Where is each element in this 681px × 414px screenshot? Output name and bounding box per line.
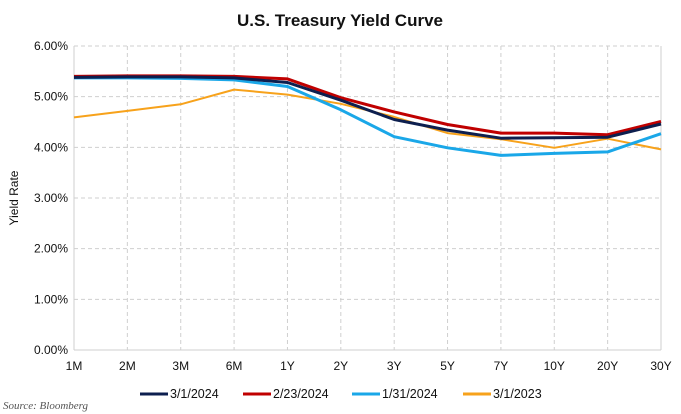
series-line-3-1-2023 [73,88,662,151]
x-tick-label: 3Y [387,359,402,373]
legend-label: 1/31/2024 [382,387,438,401]
x-tick-label: 20Y [597,359,618,373]
x-tick-label: 30Y [650,359,671,373]
y-tick-labels: 0.00% 1.00% 2.00% 3.00% 4.00% 5.00% 6.00% [34,39,68,357]
y-tick-label: 1.00% [34,292,68,306]
series-lines [73,74,662,157]
y-axis-title: Yield Rate [7,170,21,225]
y-tick-label: 3.00% [34,191,68,205]
x-tick-label: 2M [119,359,136,373]
series-line-2-23-2024 [73,74,662,137]
x-tick-label: 6M [226,359,243,373]
y-tick-label: 0.00% [34,343,68,357]
x-tick-label: 7Y [494,359,509,373]
x-tick-label: 1Y [280,359,295,373]
x-tick-label: 10Y [544,359,565,373]
legend-label: 3/1/2024 [170,387,219,401]
x-tick-label: 2Y [333,359,348,373]
y-tick-label: 5.00% [34,90,68,104]
legend: 3/1/2024 2/23/2024 1/31/2024 3/1/2023 [140,387,542,401]
y-tick-label: 4.00% [34,140,68,154]
x-tick-label: 1M [66,359,83,373]
source-note: Source: Bloomberg [3,400,89,412]
legend-label: 3/1/2023 [493,387,542,401]
y-tick-label: 2.00% [34,242,68,256]
x-tick-labels: 1M 2M 3M 6M 1Y 2Y 3Y 5Y 7Y 10Y 20Y 30Y [66,359,672,373]
grid [73,45,662,351]
x-tick-label: 3M [172,359,189,373]
y-tick-label: 6.00% [34,39,68,53]
x-tick-label: 5Y [440,359,455,373]
chart-title: U.S. Treasury Yield Curve [237,11,443,30]
legend-label: 2/23/2024 [273,387,329,401]
series-line-3-1-2024 [73,75,662,140]
